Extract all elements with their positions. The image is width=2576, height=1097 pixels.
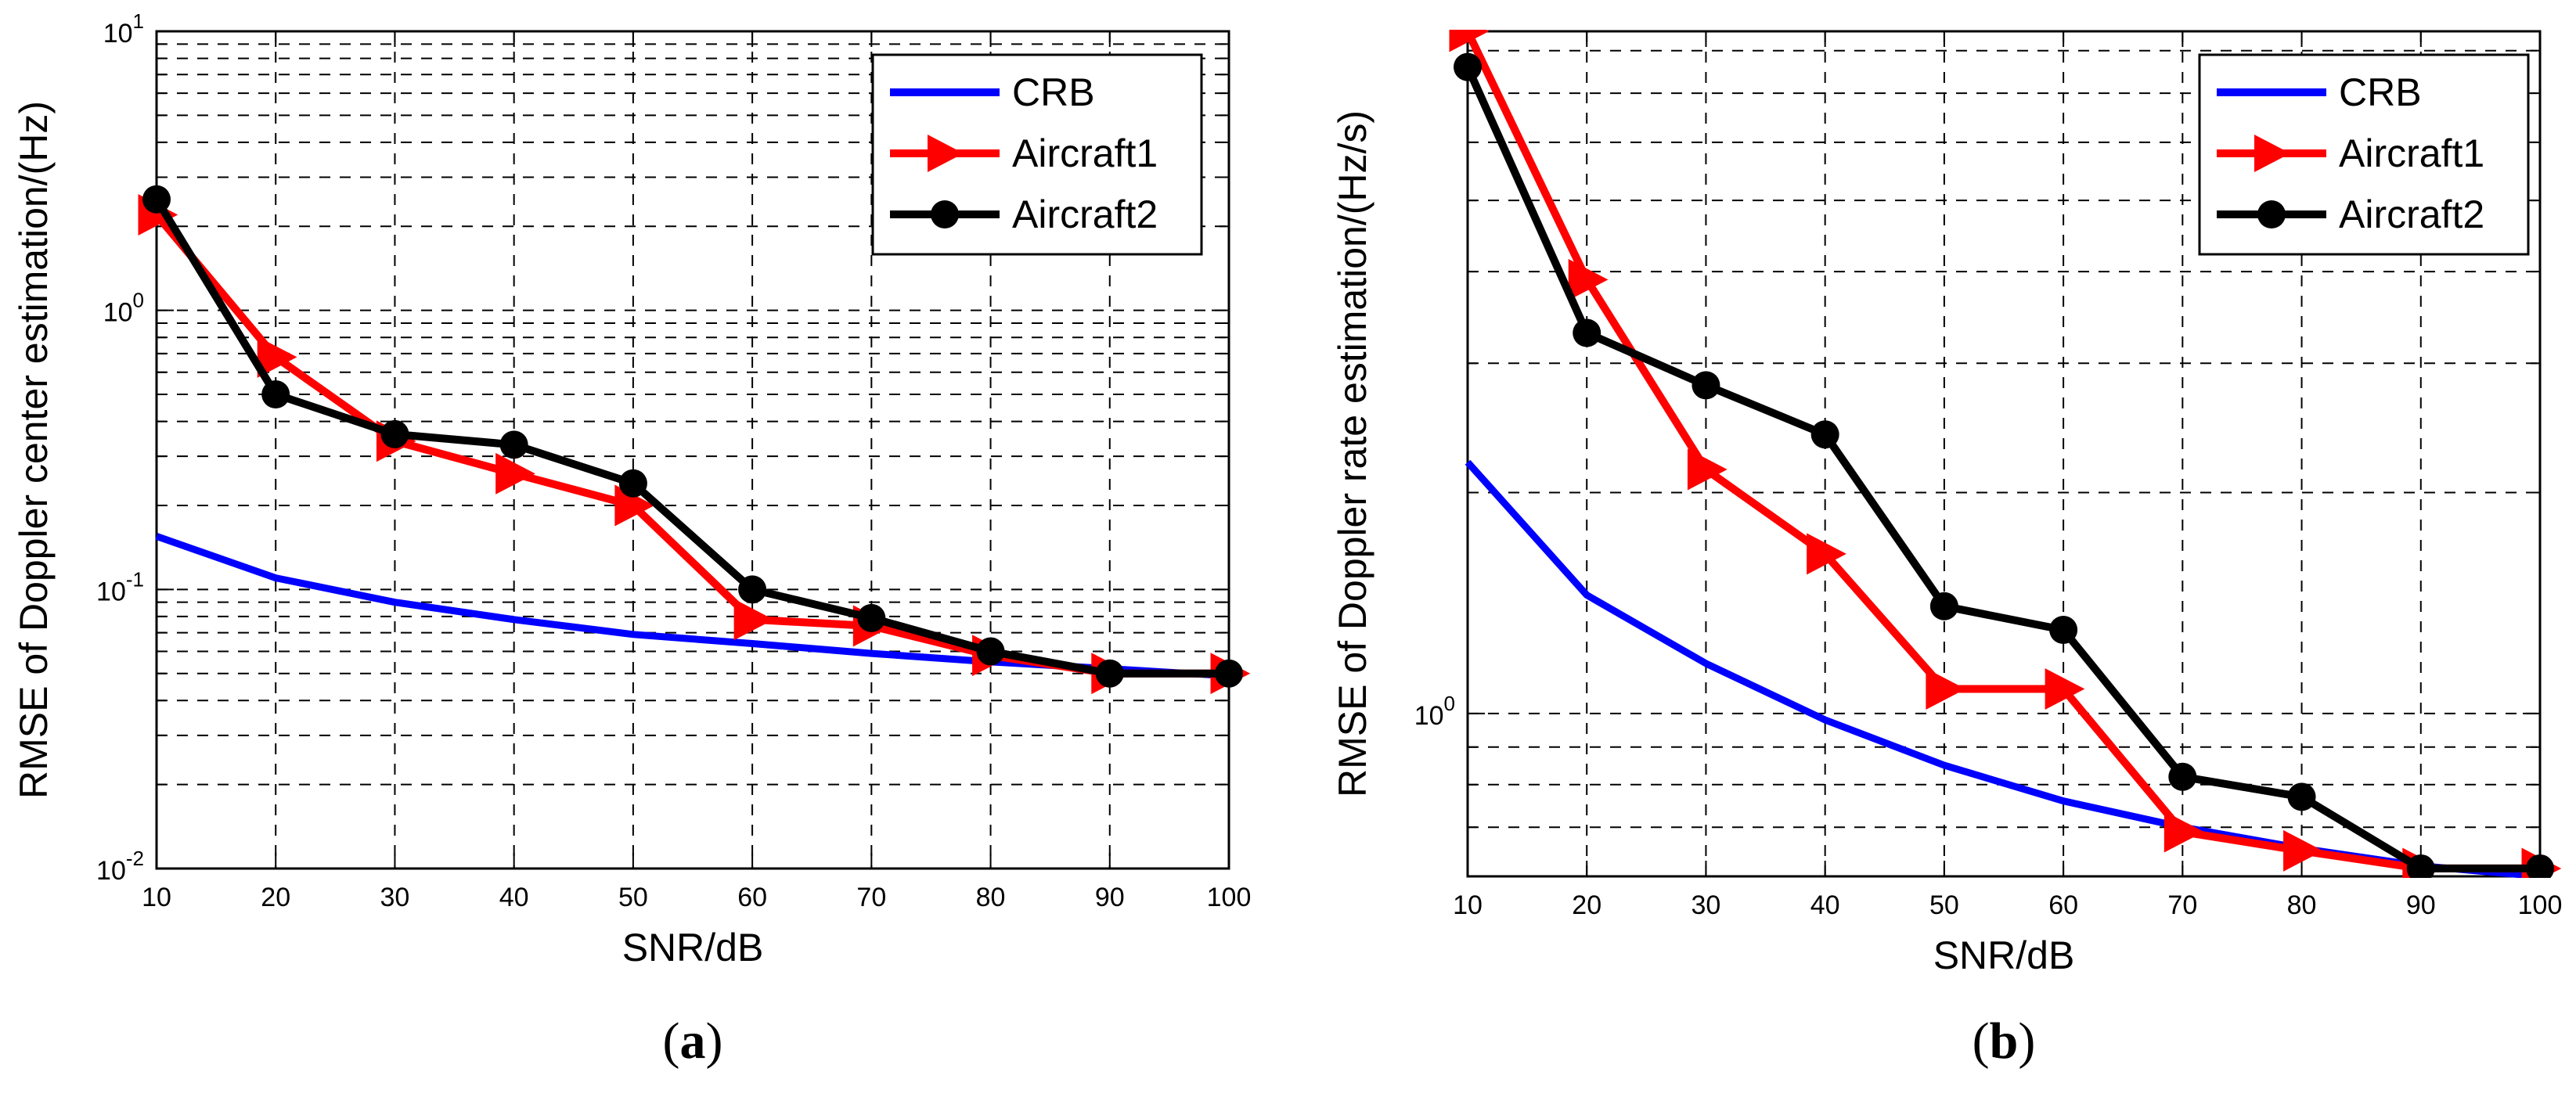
data-point [261,380,290,409]
series-aircraft2 [1454,52,2554,878]
data-point [1926,668,1966,710]
y-tick-label: 10-1 [96,567,144,606]
y-tick-label: 100 [103,289,144,328]
legend-marker [2254,135,2290,172]
axes-frame [155,30,1230,870]
data-point [2526,854,2554,878]
x-tick-label: 90 [1095,883,1125,912]
legend-marker [2257,200,2286,228]
data-point [1095,659,1124,688]
data-point [1807,533,1846,575]
x-tick-label: 80 [976,883,1006,912]
data-point [1454,52,1482,81]
series-aircraft2 [142,185,1243,688]
x-tick-label: 100 [1207,883,1252,912]
data-point [495,452,535,495]
x-tick-label: 40 [1810,890,1840,920]
y-tick-label: 100 [1414,692,1455,731]
subfigure-caption: (b) [1973,1012,2036,1070]
subfigure-caption: (a) [663,1012,723,1070]
data-point [1692,371,1720,400]
y-axis-label: RMSE of Doppler center estimation/(Hz) [12,101,56,799]
x-tick-label: 60 [737,883,767,912]
x-tick-label: 30 [380,883,410,912]
data-point [1215,659,1243,688]
x-tick-label: 10 [142,883,171,912]
legend-marker [931,200,959,228]
data-point [2045,668,2085,710]
x-axis-label: SNR/dB [1933,933,2075,977]
data-point [499,430,528,459]
data-point [257,336,297,378]
data-point [1929,592,1958,620]
x-tick-label: 30 [1692,890,1721,920]
x-tick-label: 70 [856,883,886,912]
data-point [1687,448,1728,491]
data-point [142,185,171,214]
data-point [2168,762,2197,791]
x-axis-label: SNR/dB [622,926,764,969]
x-tick-label: 70 [2167,890,2197,920]
legend-label: Aircraft1 [2339,131,2484,175]
data-point [733,599,774,641]
data-point [2406,854,2435,878]
chart-b: 10 20 30 40 50 60 70 80 90 100 100 SNR/dB RMSE of Do… [1331,30,2563,1070]
data-point [857,603,886,632]
data-point [1810,420,1839,449]
x-tick-label: 60 [2048,890,2078,920]
data-point [618,469,647,498]
x-tick-label: 20 [1572,890,1601,920]
x-tick-label: 100 [2518,890,2563,920]
chart-a: 10 20 30 40 50 60 70 80 90 100 10-2 10-1 100 101 SNR/d… [12,9,1251,1070]
data-point [738,575,767,604]
data-point [380,419,409,448]
legend: CRB Aircraft1 Aircraft2 [2198,53,2530,256]
legend-label: Aircraft2 [1012,192,1158,236]
legend-label: Aircraft1 [1012,131,1158,175]
x-tick-label: 10 [1453,890,1483,920]
x-tick-label: 90 [2406,890,2436,920]
legend-label: Aircraft2 [2339,192,2484,236]
series-line-aircraft2 [1464,65,2540,872]
x-tick-label: 40 [499,883,529,912]
data-point [2283,829,2323,872]
data-point [1568,258,1609,300]
legend-label: CRB [2339,70,2422,114]
axes-frame [1466,30,2542,878]
x-tick-label: 50 [1929,890,1959,920]
data-point [976,637,1005,666]
x-tick-label: 20 [261,883,290,912]
data-point [1573,318,1601,347]
y-tick-label: 101 [103,9,144,49]
y-axis-label: RMSE of Doppler rate estimation/(Hz/s) [1331,110,1374,797]
series-line-aircraft2 [153,197,1229,678]
data-point [2163,811,2204,853]
legend: CRB Aircraft1 Aircraft2 [871,53,1203,256]
data-point [2049,615,2078,644]
series-line-aircraft1 [1464,30,2540,872]
x-tick-label: 80 [2287,890,2317,920]
x-tick-label: 50 [618,883,648,912]
data-point [1449,30,1490,52]
legend-label: CRB [1012,70,1095,114]
legend-marker [928,135,964,172]
data-point [2287,782,2316,811]
y-tick-label: 10-2 [96,847,144,886]
